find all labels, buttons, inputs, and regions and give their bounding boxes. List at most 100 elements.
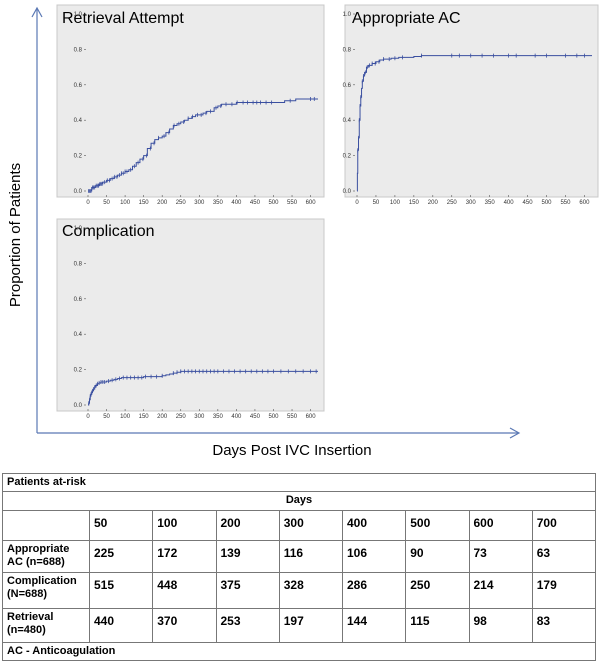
row-label: Appropriate AC (n=688): [2, 540, 90, 574]
x-tick-label: 200: [157, 200, 168, 206]
risk-cell: 73: [468, 540, 533, 574]
km-panel: Appropriate AC 0.0 0.2 0.4 0.6 0.8 1.0 0 50 100 15…: [343, 4, 599, 206]
day-cell: 700: [531, 510, 597, 542]
x-tick-label: 400: [231, 200, 242, 206]
y-tick-label: 0.6: [74, 83, 83, 89]
y-tick-label: 0.4: [343, 118, 352, 124]
y-tick-label: 0.2: [74, 368, 83, 374]
risk-cell: 515: [88, 572, 154, 610]
x-axis-label: Days Post IVC Insertion: [212, 442, 371, 459]
row-label: Retrieval (n=480): [2, 608, 90, 644]
risk-cell: 179: [531, 572, 597, 610]
days-row: 50 100 200 300 400 500 600 700: [2, 510, 597, 542]
table-title: Patients at-risk: [2, 472, 596, 493]
risk-cell: 375: [215, 572, 280, 610]
x-tick-label: 300: [194, 200, 205, 206]
x-tick-label: 300: [466, 200, 477, 206]
x-tick-label: 400: [504, 200, 515, 206]
x-tick-label: 350: [213, 200, 224, 206]
x-tick-label: 150: [139, 200, 150, 206]
x-tick-label: 250: [176, 200, 187, 206]
x-tick-label: 450: [250, 414, 261, 420]
day-cell: 500: [405, 510, 470, 542]
patients-at-risk-table: Patients at-risk Days 50 100 200 300 400…: [2, 472, 597, 662]
y-axis-label: Proportion of Patients: [7, 163, 24, 307]
table-footnote: AC - Anticoagulation: [2, 642, 596, 662]
x-tick-label: 600: [579, 200, 590, 206]
x-tick-label: 550: [287, 414, 298, 420]
x-tick-label: 100: [120, 200, 131, 206]
y-tick-label: 0.8: [74, 47, 83, 53]
x-tick-label: 550: [560, 200, 571, 206]
y-tick-label: 0.2: [343, 154, 352, 160]
risk-cell: 250: [405, 572, 470, 610]
x-tick-label: 0: [86, 200, 90, 206]
row-label: Complication (N=688): [2, 572, 90, 610]
x-tick-label: 250: [447, 200, 458, 206]
x-tick-label: 150: [409, 200, 420, 206]
risk-cell: 106: [341, 540, 407, 574]
x-tick-label: 0: [86, 414, 90, 420]
y-tick-label: 0.8: [343, 47, 352, 53]
risk-cell: 116: [278, 540, 344, 574]
y-tick-label: 1.0: [74, 12, 83, 18]
risk-cell: 90: [405, 540, 470, 574]
km-panel: Retrieval Attempt 0.0 0.2 0.4 0.6 0.8 1.0 0 50 10…: [56, 4, 325, 206]
risk-cell: 328: [278, 572, 344, 610]
x-tick-label: 50: [103, 200, 110, 206]
panel-title: Complication: [62, 223, 154, 240]
y-tick-label: 0.0: [74, 403, 83, 409]
table-row: Complication (N=688) 515 448 375 328 286…: [2, 572, 597, 610]
table-row: Appropriate AC (n=688) 225 172 139 116 1…: [2, 540, 597, 574]
y-tick-label: 1.0: [74, 226, 83, 232]
km-panel: Complication 0.0 0.2 0.4 0.6 0.8 1.0 0 50 100 150 2…: [56, 218, 325, 420]
x-tick-label: 0: [355, 200, 359, 206]
day-cell: 300: [278, 510, 344, 542]
x-tick-label: 200: [157, 414, 168, 420]
y-tick-label: 0.6: [343, 83, 352, 89]
y-tick-label: 0.6: [74, 297, 83, 303]
panel-title: Retrieval Attempt: [62, 10, 184, 27]
x-tick-label: 350: [485, 200, 496, 206]
x-tick-label: 200: [428, 200, 439, 206]
risk-cell: 197: [278, 608, 344, 644]
risk-cell: 214: [468, 572, 533, 610]
x-tick-label: 50: [373, 200, 380, 206]
risk-cell: 370: [152, 608, 217, 644]
panel-title: Appropriate AC: [352, 10, 461, 27]
x-tick-label: 450: [250, 200, 261, 206]
outer-x-axis-arrow: [509, 427, 521, 439]
risk-cell: 144: [341, 608, 407, 644]
day-cell: 50: [88, 510, 154, 542]
x-tick-label: 450: [523, 200, 534, 206]
x-tick-label: 50: [103, 414, 110, 420]
risk-cell: 286: [341, 572, 407, 610]
x-tick-label: 350: [213, 414, 224, 420]
risk-cell: 63: [531, 540, 597, 574]
y-tick-label: 1.0: [343, 12, 352, 18]
km-figure: Proportion of Patients Days Post IVC Ins…: [7, 4, 599, 459]
km-curve: [88, 98, 318, 192]
day-cell: 600: [468, 510, 533, 542]
x-tick-label: 100: [390, 200, 401, 206]
risk-cell: 139: [215, 540, 280, 574]
x-tick-label: 100: [120, 414, 131, 420]
y-tick-label: 0.0: [74, 189, 83, 195]
day-cell: 100: [152, 510, 217, 542]
risk-cell: 448: [152, 572, 217, 610]
x-tick-label: 500: [268, 414, 279, 420]
day-cell: 400: [341, 510, 407, 542]
risk-cell: 83: [531, 608, 597, 644]
x-tick-label: 550: [287, 200, 298, 206]
y-tick-label: 0.4: [74, 118, 83, 124]
y-tick-label: 0.4: [74, 332, 83, 338]
x-tick-label: 500: [268, 200, 279, 206]
days-header: Days: [2, 491, 596, 512]
panels: Retrieval Attempt 0.0 0.2 0.4 0.6 0.8 1.0 0 50 10…: [56, 4, 599, 420]
risk-cell: 225: [88, 540, 154, 574]
risk-cell: 440: [88, 608, 154, 644]
risk-cell: 172: [152, 540, 217, 574]
y-tick-label: 0.0: [343, 189, 352, 195]
outer-y-axis-arrow: [31, 6, 43, 18]
x-tick-label: 600: [306, 200, 317, 206]
